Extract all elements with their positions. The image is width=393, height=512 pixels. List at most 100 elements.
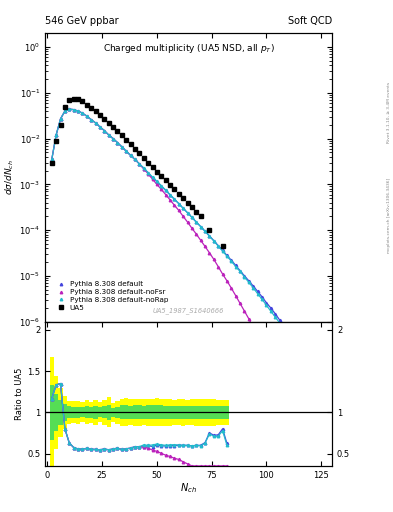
Bar [181, 399, 185, 425]
Pythia 8.308 default-noFsr [124, 148, 129, 154]
Pythia 8.308 default-noFsr [216, 264, 220, 270]
Text: Charged multiplicity (UA5 NSD, all $p_T$): Charged multiplicity (UA5 NSD, all $p_T$… [103, 42, 275, 55]
Line: Pythia 8.308 default: Pythia 8.308 default [51, 108, 320, 379]
Bar [84, 407, 89, 418]
X-axis label: $N_{ch}$: $N_{ch}$ [180, 481, 197, 495]
Bar [190, 399, 194, 425]
Y-axis label: Ratio to UA5: Ratio to UA5 [15, 368, 24, 420]
Legend: Pythia 8.308 default, Pythia 8.308 default-noFsr, Pythia 8.308 default-noRap, UA: Pythia 8.308 default, Pythia 8.308 defau… [55, 280, 170, 312]
Bar [216, 399, 229, 425]
Pythia 8.308 default [124, 148, 129, 154]
Bar [80, 407, 84, 417]
Bar [72, 407, 76, 418]
Pythia 8.308 default-noRap [216, 243, 220, 249]
Bar [58, 400, 63, 425]
Pythia 8.308 default [216, 243, 220, 249]
Bar [129, 399, 133, 425]
Bar [58, 388, 63, 437]
Bar [129, 406, 133, 419]
Bar [168, 406, 172, 419]
Bar [185, 406, 190, 418]
Bar [155, 406, 159, 419]
Bar [196, 399, 205, 425]
Text: Soft QCD: Soft QCD [288, 16, 332, 26]
Bar [115, 407, 119, 418]
Pythia 8.308 default [50, 156, 54, 162]
Bar [107, 397, 111, 428]
Bar [111, 403, 115, 421]
Pythia 8.308 default [317, 375, 321, 381]
Bar [124, 398, 129, 426]
Text: UA5_1987_S1640666: UA5_1987_S1640666 [153, 308, 224, 314]
Bar [181, 406, 185, 419]
Bar [159, 398, 163, 426]
Bar [133, 406, 137, 419]
Bar [194, 406, 198, 419]
Pythia 8.308 default-noFsr [317, 475, 321, 481]
Line: Pythia 8.308 default-noFsr: Pythia 8.308 default-noFsr [51, 108, 320, 480]
Pythia 8.308 default-noFsr [76, 108, 81, 114]
Pythia 8.308 default-noFsr [50, 156, 54, 162]
Text: mcplots.cern.ch [arXiv:1306.3436]: mcplots.cern.ch [arXiv:1306.3436] [387, 178, 391, 252]
Bar [94, 406, 98, 418]
Pythia 8.308 default-noFsr [286, 399, 291, 405]
Bar [146, 399, 150, 426]
Bar [67, 400, 72, 424]
Bar [196, 406, 205, 419]
Bar [137, 399, 141, 426]
Bar [190, 406, 194, 419]
Bar [163, 399, 168, 425]
Bar [155, 398, 159, 426]
Bar [94, 400, 98, 425]
Bar [185, 400, 190, 425]
Pythia 8.308 default-noFsr [67, 106, 72, 112]
Bar [89, 407, 94, 418]
Bar [159, 406, 163, 419]
Bar [76, 407, 80, 418]
Pythia 8.308 default [185, 210, 190, 216]
Bar [111, 408, 115, 417]
Line: Pythia 8.308 default-noRap: Pythia 8.308 default-noRap [51, 108, 320, 385]
Bar [80, 402, 84, 422]
Bar [163, 406, 168, 419]
Pythia 8.308 default-noRap [50, 156, 54, 162]
Bar [50, 357, 54, 466]
Bar [203, 399, 216, 425]
Pythia 8.308 default-noFsr [107, 132, 111, 138]
Pythia 8.308 default-noRap [107, 132, 111, 138]
Bar [119, 406, 124, 419]
Bar [89, 402, 94, 423]
Bar [98, 408, 102, 417]
Pythia 8.308 default-noRap [286, 332, 291, 338]
Bar [98, 402, 102, 422]
Bar [54, 376, 58, 449]
Bar [50, 385, 54, 440]
Pythia 8.308 default-noRap [124, 148, 129, 154]
Text: Rivet 3.1.10, ≥ 3.4M events: Rivet 3.1.10, ≥ 3.4M events [387, 82, 391, 143]
Bar [54, 394, 58, 431]
Bar [107, 405, 111, 420]
Bar [102, 406, 107, 418]
Bar [172, 400, 176, 425]
Pythia 8.308 default [107, 132, 111, 138]
Bar [141, 399, 146, 425]
Bar [146, 406, 150, 419]
Pythia 8.308 default-noRap [76, 108, 81, 114]
Pythia 8.308 default-noFsr [185, 219, 190, 225]
Pythia 8.308 default-noRap [185, 210, 190, 216]
Bar [72, 401, 76, 423]
Pythia 8.308 default [286, 328, 291, 334]
Bar [141, 406, 146, 419]
Pythia 8.308 default-noRap [317, 380, 321, 387]
Bar [150, 406, 155, 419]
Pythia 8.308 default-noRap [67, 106, 72, 112]
Bar [176, 399, 181, 425]
Bar [124, 406, 129, 419]
Bar [84, 400, 89, 424]
Bar [76, 401, 80, 424]
Bar [168, 399, 172, 425]
Bar [63, 396, 67, 429]
Bar [172, 406, 176, 419]
Text: 546 GeV ppbar: 546 GeV ppbar [45, 16, 119, 26]
Bar [216, 406, 229, 419]
